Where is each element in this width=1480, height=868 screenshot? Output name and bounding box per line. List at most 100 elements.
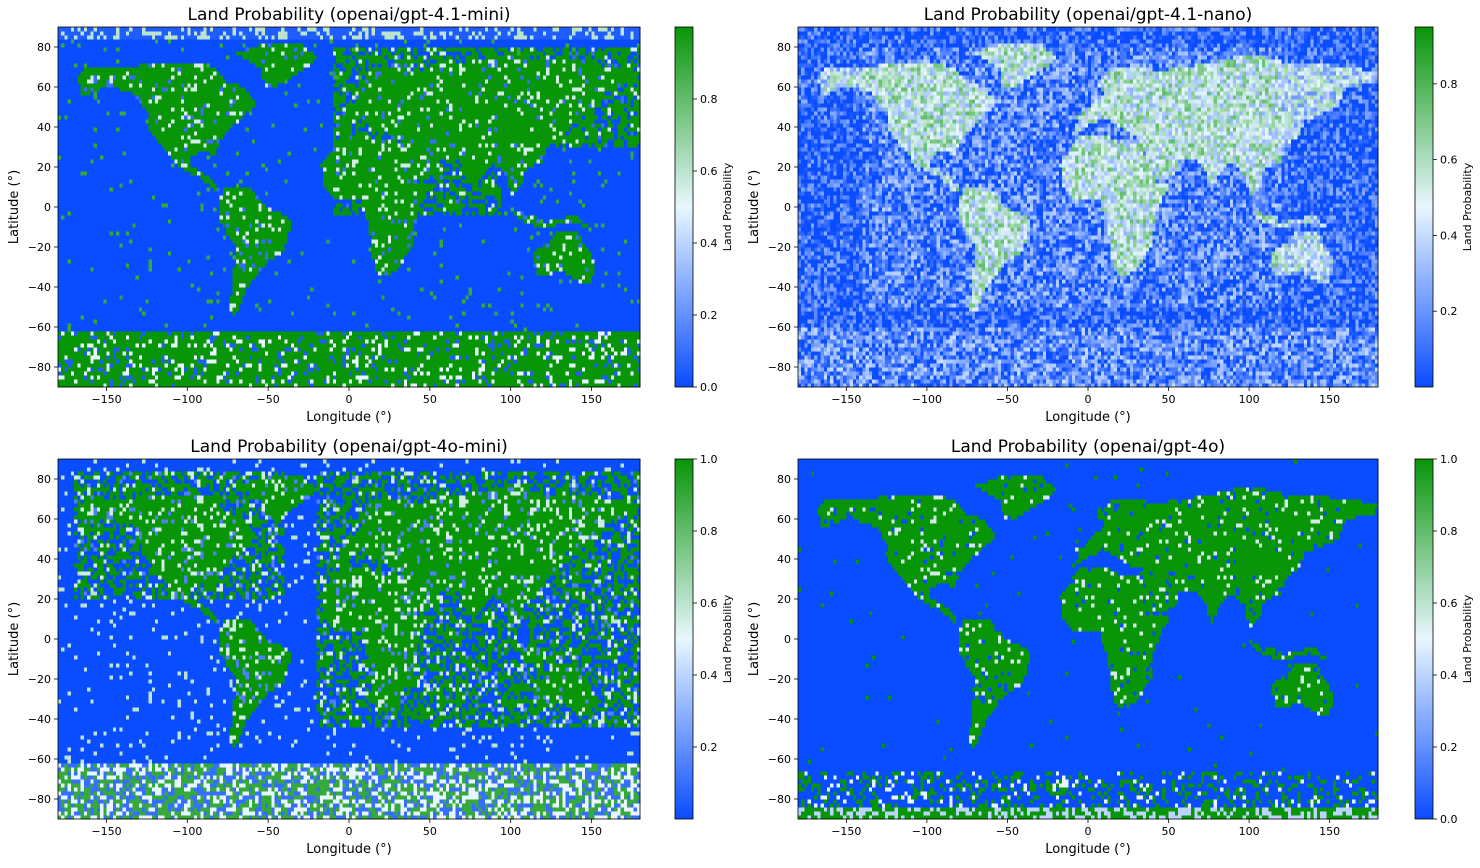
heatmap-cell — [74, 239, 78, 243]
heatmap-cell — [81, 311, 85, 315]
heatmap-cell — [58, 95, 62, 99]
heatmap-cell — [77, 271, 81, 275]
heatmap-cell — [77, 339, 81, 343]
heatmap-cell — [71, 195, 75, 199]
heatmap-cell — [77, 47, 81, 51]
heatmap-cell — [64, 207, 68, 211]
heatmap-cell — [81, 191, 85, 195]
heatmap-cell — [68, 379, 72, 383]
heatmap-cell — [64, 323, 68, 327]
heatmap-cell — [77, 71, 81, 75]
heatmap-cell — [64, 71, 68, 75]
heatmap-cell — [68, 211, 72, 215]
heatmap-cell — [77, 163, 81, 167]
heatmap-cell — [64, 211, 68, 215]
heatmap-cell — [71, 327, 75, 331]
heatmap-cell — [71, 167, 75, 171]
heatmap-cell — [71, 95, 75, 99]
heatmap-cell — [58, 307, 62, 311]
heatmap-cell — [81, 375, 85, 379]
heatmap-cell — [64, 155, 68, 159]
heatmap-cell — [68, 271, 72, 275]
heatmap-cell — [61, 359, 65, 363]
heatmap-cell — [64, 55, 68, 59]
heatmap-cell — [64, 35, 68, 39]
heatmap-cell — [77, 367, 81, 371]
heatmap-cell — [58, 163, 62, 167]
heatmap-cell — [58, 167, 62, 171]
heatmap-cell — [81, 371, 85, 375]
heatmap-cell — [68, 171, 72, 175]
heatmap-cell — [58, 287, 62, 291]
heatmap-cell — [61, 175, 65, 179]
heatmap-cell — [71, 339, 75, 343]
heatmap-cell — [68, 295, 72, 299]
heatmap-cell — [77, 287, 81, 291]
heatmap-cell — [64, 359, 68, 363]
heatmap-cell — [64, 371, 68, 375]
heatmap-cell — [74, 167, 78, 171]
heatmap-cell — [74, 359, 78, 363]
heatmap-cell — [74, 59, 78, 63]
heatmap-cell — [74, 195, 78, 199]
heatmap-cell — [81, 223, 85, 227]
heatmap-cell — [68, 299, 72, 303]
heatmap-cell — [81, 167, 85, 171]
heatmap-cell — [77, 247, 81, 251]
heatmap-cell — [71, 323, 75, 327]
heatmap-cell — [74, 363, 78, 367]
heatmap-cell — [58, 195, 62, 199]
heatmap-cell — [74, 331, 78, 335]
heatmap-cell — [61, 39, 65, 43]
heatmap-cell — [58, 179, 62, 183]
heatmap-cell — [74, 375, 78, 379]
heatmap-cell — [71, 67, 75, 71]
heatmap-cell — [68, 239, 72, 243]
heatmap-cell — [68, 151, 72, 155]
heatmap-cell — [77, 103, 81, 107]
heatmap-cell — [58, 35, 62, 39]
heatmap-cell — [81, 239, 85, 243]
heatmap-cell — [61, 43, 65, 47]
heatmap-cell — [64, 131, 68, 135]
heatmap-cell — [77, 179, 81, 183]
heatmap-cell — [61, 199, 65, 203]
heatmap-cell — [64, 283, 68, 287]
heatmap-cell — [77, 263, 81, 267]
heatmap-cells — [58, 27, 640, 387]
heatmap-cell — [74, 163, 78, 167]
heatmap-cell — [68, 291, 72, 295]
heatmap-cell — [68, 331, 72, 335]
heatmap-cell — [68, 207, 72, 211]
heatmap-cell — [61, 275, 65, 279]
heatmap-cell — [58, 107, 62, 111]
heatmap-cell — [64, 347, 68, 351]
heatmap-cell — [81, 327, 85, 331]
heatmap-cell — [68, 127, 72, 131]
heatmap-cell — [58, 147, 62, 151]
heatmap-cell — [58, 219, 62, 223]
heatmap-cell — [68, 279, 72, 283]
heatmap-cell — [58, 291, 62, 295]
heatmap-cell — [61, 99, 65, 103]
heatmap-cell — [71, 179, 75, 183]
heatmap-cell — [68, 167, 72, 171]
heatmap-cell — [71, 351, 75, 355]
heatmap-cell — [71, 215, 75, 219]
heatmap-cell — [71, 247, 75, 251]
heatmap-cell — [77, 99, 81, 103]
heatmap-cell — [68, 67, 72, 71]
heatmap-cell — [74, 323, 78, 327]
heatmap-cell — [68, 135, 72, 139]
heatmap-cell — [74, 43, 78, 47]
heatmap-cell — [81, 323, 85, 327]
heatmap-cell — [74, 151, 78, 155]
heatmap-cell — [58, 319, 62, 323]
heatmap-cell — [61, 115, 65, 119]
heatmap-cell — [58, 63, 62, 67]
heatmap-cell — [68, 27, 72, 31]
heatmap-cell — [64, 243, 68, 247]
heatmap-cell — [74, 91, 78, 95]
heatmap-cell — [77, 43, 81, 47]
heatmap-cell — [74, 39, 78, 43]
